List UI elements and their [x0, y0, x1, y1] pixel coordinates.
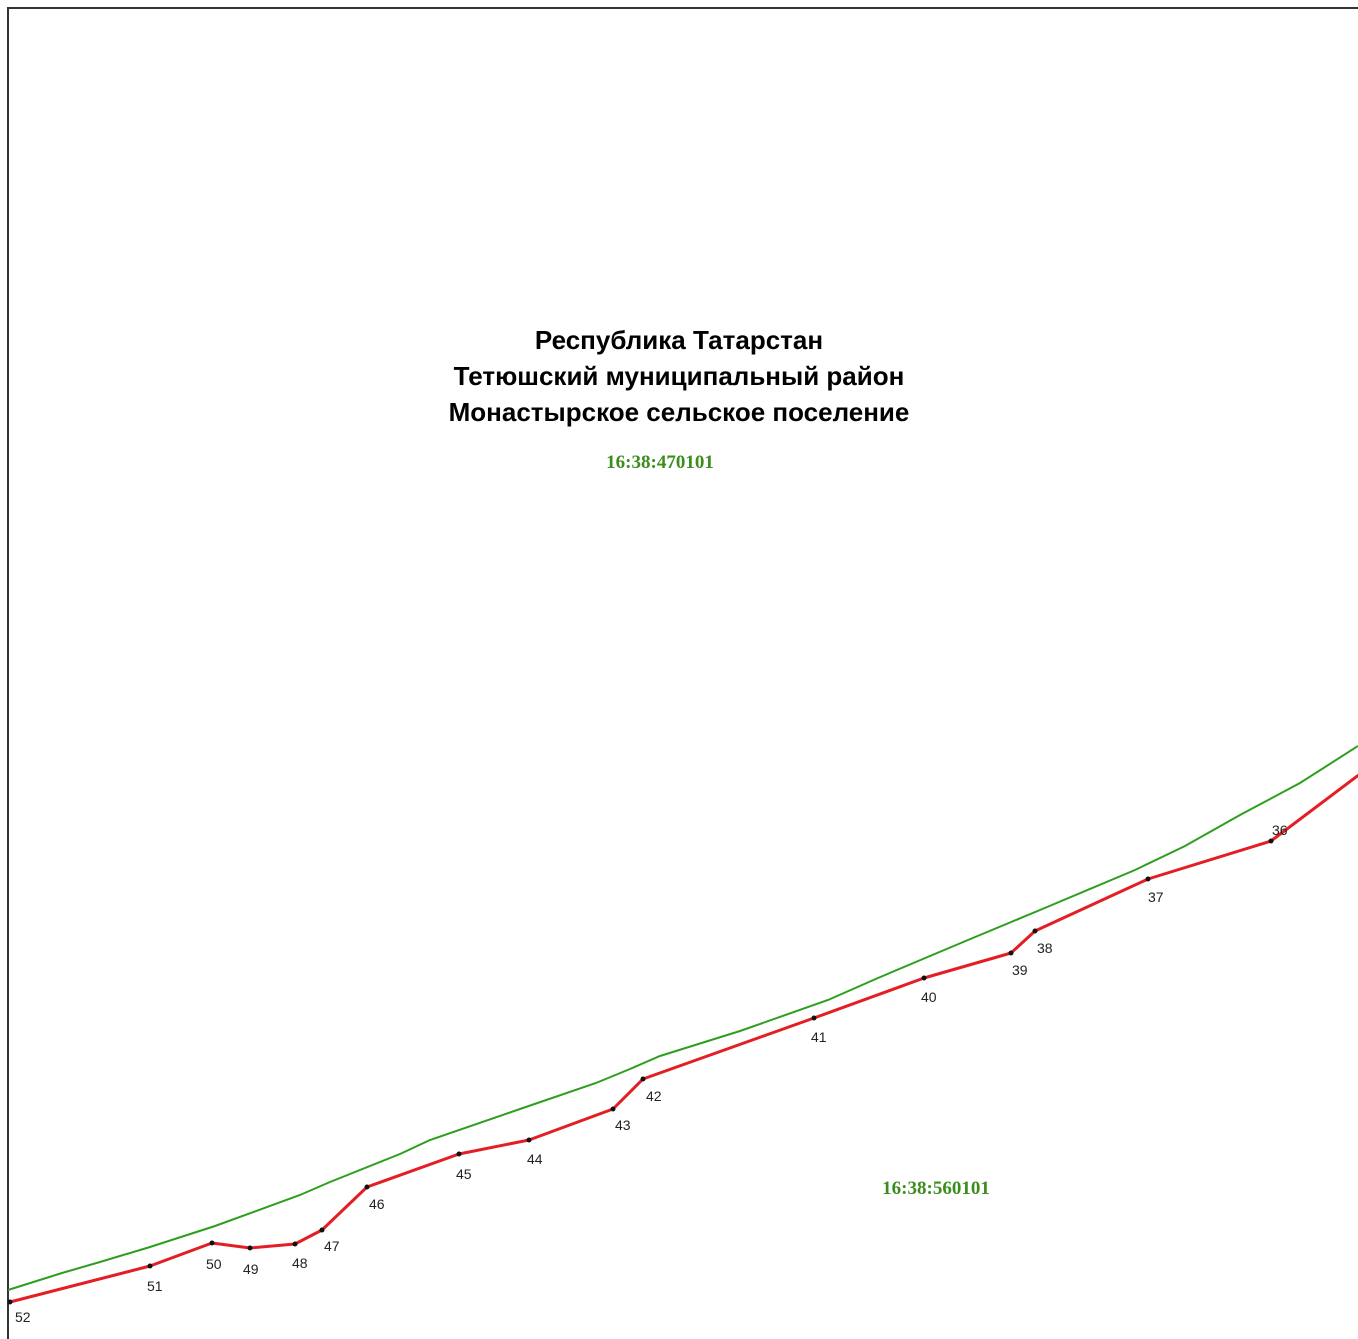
- boundary-points: 36 37 38 39 40 41 42 43 44 45 46 47 48 49 50 51 52: [7, 822, 1288, 1325]
- boundary-point-label-48: 48: [292, 1255, 308, 1271]
- boundary-point-45: [456, 1151, 462, 1157]
- boundary-point-label-47: 47: [324, 1238, 340, 1254]
- boundary-point-label-52: 52: [15, 1309, 31, 1325]
- boundary-point-label-36: 36: [1272, 822, 1288, 838]
- boundary-point-40: [921, 975, 927, 981]
- boundary-point-label-46: 46: [369, 1196, 385, 1212]
- title-line-district: Тетюшский муниципальный район: [453, 361, 905, 391]
- boundary-point-36: [1268, 838, 1274, 844]
- boundary-point-label-41: 41: [811, 1029, 827, 1045]
- cadastral-quarter-bottom: 16:38:560101: [882, 1178, 990, 1199]
- boundary-point-39: [1008, 950, 1014, 956]
- boundary-point-label-45: 45: [456, 1166, 472, 1182]
- parcel-boundary-line: [9, 773, 1358, 1304]
- boundary-point-37: [1145, 876, 1151, 882]
- boundary-point-42: [640, 1076, 646, 1082]
- boundary-point-44: [526, 1137, 532, 1143]
- boundary-point-label-43: 43: [615, 1117, 631, 1133]
- boundary-point-46: [364, 1184, 370, 1190]
- title-line-republic: Республика Татарстан: [534, 325, 824, 355]
- adjacent-boundary-line: [7, 745, 1358, 1291]
- boundary-point-47: [319, 1227, 325, 1233]
- boundary-point-label-42: 42: [646, 1088, 662, 1104]
- boundary-point-41: [811, 1015, 817, 1021]
- boundary-point-label-51: 51: [147, 1278, 163, 1294]
- boundary-point-label-38: 38: [1037, 940, 1053, 956]
- boundary-point-48: [292, 1241, 298, 1247]
- boundary-point-label-50: 50: [206, 1256, 222, 1272]
- boundary-point-43: [610, 1106, 616, 1112]
- boundary-point-51: [147, 1263, 153, 1269]
- title-line-settlement: Монастырское сельское поселение: [448, 397, 910, 427]
- map-frame: [7, 7, 1358, 1339]
- boundary-point-label-40: 40: [921, 989, 937, 1005]
- boundary-point-label-49: 49: [243, 1261, 259, 1277]
- boundary-point-38: [1032, 928, 1038, 934]
- boundary-point-label-44: 44: [527, 1151, 543, 1167]
- boundary-point-50: [209, 1240, 215, 1246]
- cadastral-quarter-top: 16:38:470101: [606, 452, 714, 473]
- map-title: Республика Татарстан Тетюшский муниципал…: [0, 322, 1358, 430]
- boundary-point-49: [247, 1245, 253, 1251]
- boundary-point-label-37: 37: [1148, 889, 1164, 905]
- boundary-point-52: [7, 1299, 13, 1305]
- boundary-point-label-39: 39: [1012, 962, 1028, 978]
